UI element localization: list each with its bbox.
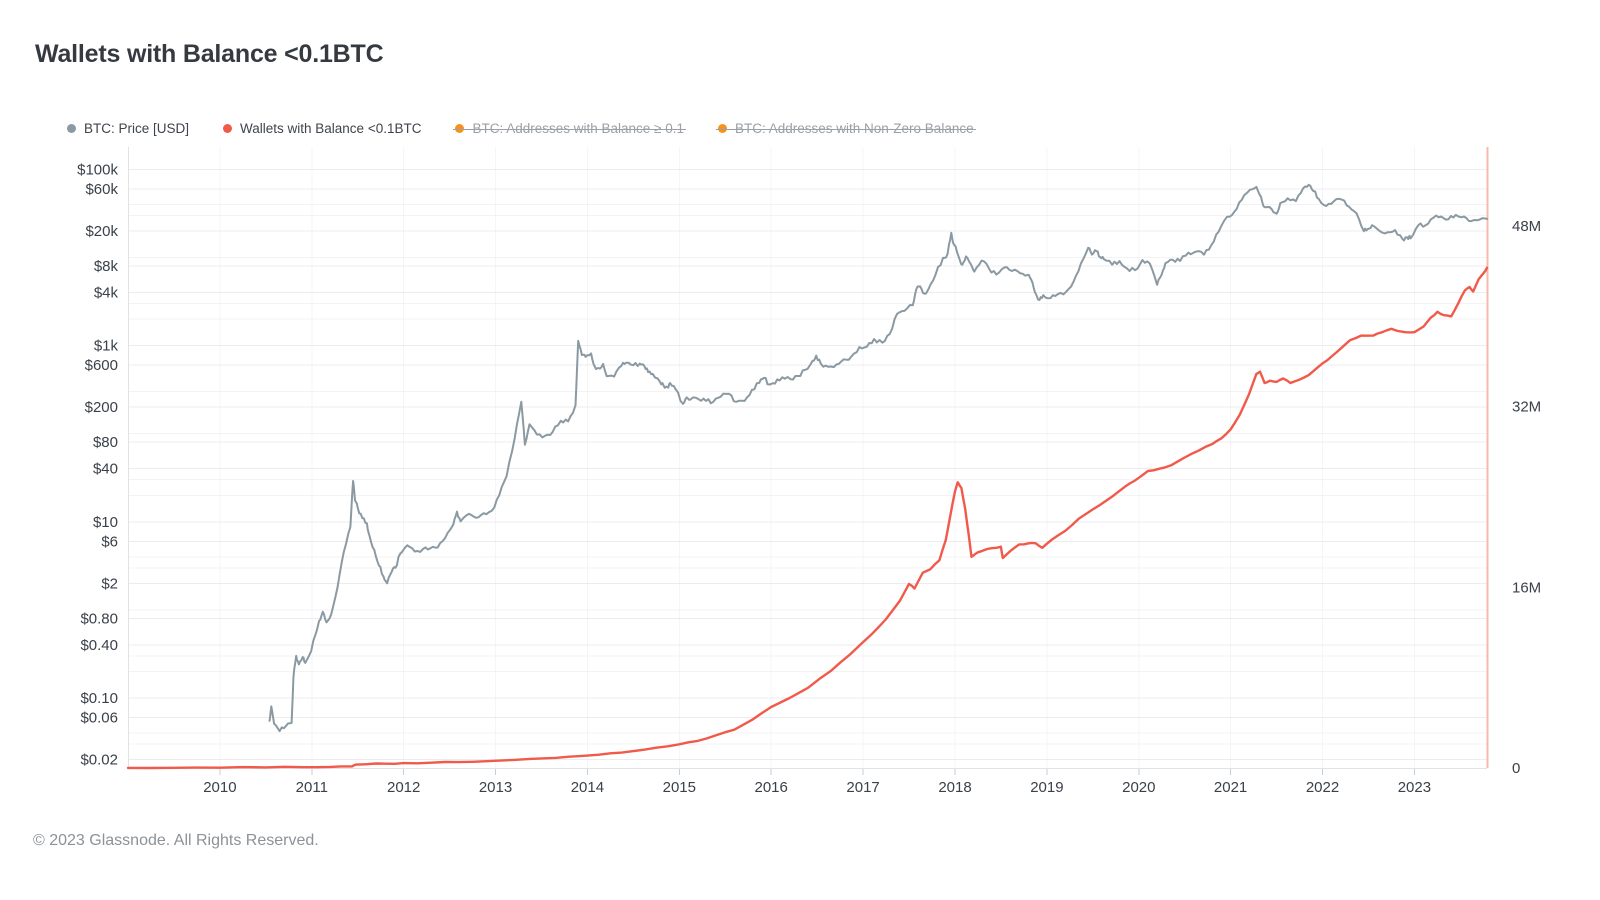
y-left-tick-label: $80 bbox=[93, 434, 118, 451]
y-left-tick-label: $0.40 bbox=[80, 637, 118, 654]
x-tick-label: 2022 bbox=[1306, 779, 1339, 796]
legend-item-addresses-nonzero[interactable]: BTC: Addresses with Non-Zero Balance bbox=[715, 121, 976, 136]
y-left-tick-label: $200 bbox=[85, 399, 118, 416]
page-title: Wallets with Balance <0.1BTC bbox=[35, 40, 384, 68]
x-tick-label: 2014 bbox=[571, 779, 604, 796]
x-tick-label: 2023 bbox=[1398, 779, 1431, 796]
x-tick-label: 2017 bbox=[846, 779, 879, 796]
y-left-tick-label: $20k bbox=[85, 223, 118, 240]
y-left-tick-label: $2 bbox=[101, 575, 118, 592]
y-right-tick-label: 32M bbox=[1512, 399, 1541, 416]
btc-price-line[interactable] bbox=[268, 183, 1488, 733]
x-tick-label: 2013 bbox=[479, 779, 512, 796]
legend-item-wallets[interactable]: Wallets with Balance <0.1BTC bbox=[223, 121, 421, 136]
x-tick-label: 2011 bbox=[296, 779, 328, 796]
x-tick-label: 2010 bbox=[203, 779, 236, 796]
wallets-line[interactable] bbox=[126, 266, 1489, 770]
x-tick-label: 2020 bbox=[1122, 779, 1155, 796]
x-tick-label: 2021 bbox=[1214, 779, 1247, 796]
x-tick-label: 2018 bbox=[938, 779, 971, 796]
legend-item-btc-price[interactable]: BTC: Price [USD] bbox=[67, 121, 189, 136]
y-left-tick-label: $6 bbox=[101, 533, 118, 550]
y-left-tick-label: $600 bbox=[85, 357, 118, 374]
legend-item-addresses-gte-01[interactable]: BTC: Addresses with Balance ≥ 0.1 bbox=[453, 121, 686, 136]
y-left-tick-label: $40 bbox=[93, 461, 118, 478]
y-left-tick-label: $60k bbox=[85, 181, 118, 198]
legend-item-label: Wallets with Balance <0.1BTC bbox=[240, 121, 422, 136]
x-tick-label: 2019 bbox=[1030, 779, 1063, 796]
y-left-tick-label: $4k bbox=[94, 285, 119, 302]
y-left-tick-label: $0.10 bbox=[80, 690, 118, 707]
y-left-tick-label: $8k bbox=[94, 258, 119, 275]
y-left-tick-label: $0.80 bbox=[80, 610, 118, 627]
y-right-tick-label: 48M bbox=[1512, 218, 1541, 235]
y-left-tick-label: $100k bbox=[77, 162, 118, 179]
y-right-tick-label: 16M bbox=[1512, 579, 1541, 596]
legend-item-label: BTC: Price [USD] bbox=[84, 121, 190, 136]
y-right-tick-label: 0 bbox=[1512, 760, 1520, 777]
x-tick-label: 2015 bbox=[663, 779, 696, 796]
series-dot-icon bbox=[223, 124, 233, 133]
x-tick-label: 2012 bbox=[387, 779, 420, 796]
legend: BTC: Price [USD] Wallets with Balance <0… bbox=[67, 121, 976, 136]
series-dot-icon bbox=[67, 124, 76, 133]
x-tick-label: 2016 bbox=[755, 779, 788, 796]
y-left-tick-label: $0.06 bbox=[80, 709, 118, 726]
y-left-tick-label: $0.02 bbox=[80, 752, 118, 769]
copyright-footer: © 2023 Glassnode. All Rights Reserved. bbox=[33, 832, 319, 849]
y-left-tick-label: $1k bbox=[94, 338, 119, 355]
y-left-tick-label: $10 bbox=[93, 514, 118, 531]
